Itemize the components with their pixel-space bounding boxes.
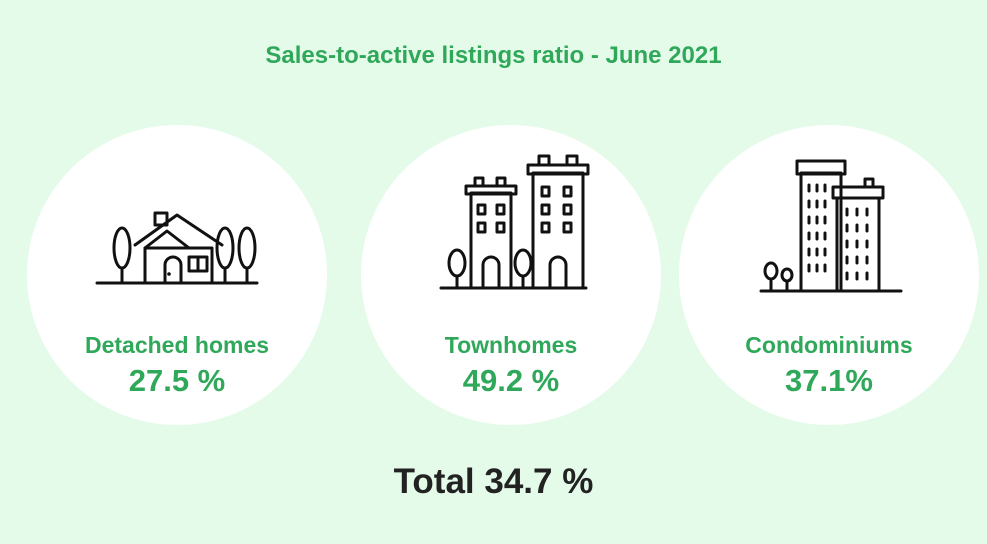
category-label: Detached homes	[84, 332, 270, 358]
category-label: Condominiums	[745, 332, 913, 358]
townhouse-icon	[411, 153, 611, 303]
total-value: Total 34.7 %	[393, 462, 594, 501]
townhomes-card: Townhomes 49.2 %	[361, 125, 661, 425]
category-label: Townhomes	[444, 332, 578, 358]
detached-homes-card: Detached homes 27.5 %	[27, 125, 327, 425]
category-value: 37.1%	[785, 363, 873, 398]
condominiums-card: Condominiums 37.1%	[679, 125, 979, 425]
house-icon	[77, 153, 277, 303]
condo-tower-icon	[729, 153, 929, 303]
category-value: 49.2 %	[462, 363, 560, 398]
category-value: 27.5 %	[128, 363, 226, 398]
chart-title: Sales-to-active listings ratio - June 20…	[265, 42, 722, 69]
